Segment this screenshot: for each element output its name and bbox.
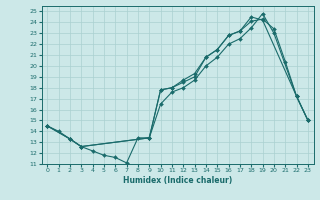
- X-axis label: Humidex (Indice chaleur): Humidex (Indice chaleur): [123, 176, 232, 185]
